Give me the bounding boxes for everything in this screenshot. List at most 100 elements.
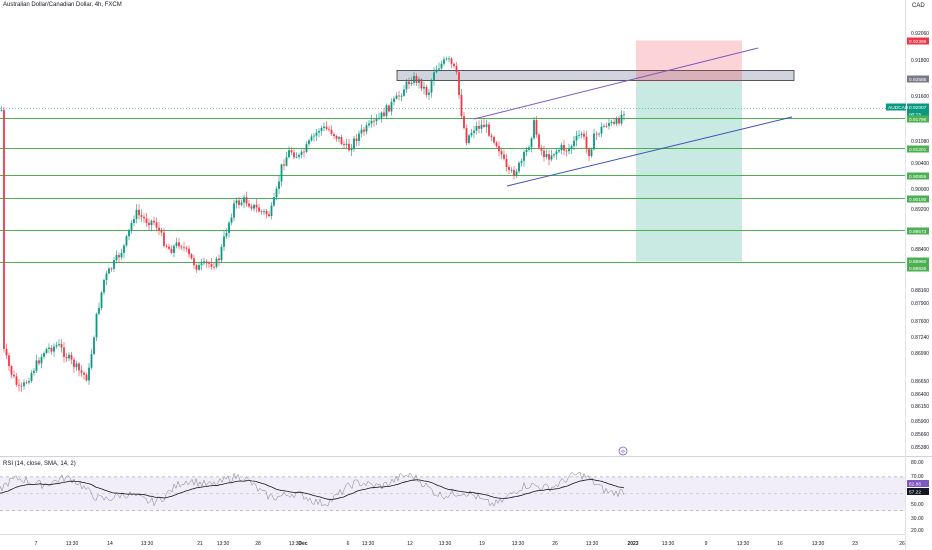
candle-down[interactable] (618, 118, 620, 124)
candle-down[interactable] (255, 204, 258, 208)
candle-down[interactable] (183, 247, 185, 249)
candle-up[interactable] (400, 95, 403, 97)
candle-up[interactable] (228, 222, 230, 233)
candle-down[interactable] (38, 360, 40, 364)
candle-up[interactable] (620, 114, 623, 124)
candle-up[interactable] (45, 348, 48, 354)
candle-down[interactable] (248, 203, 250, 207)
candle-up[interactable] (23, 382, 25, 387)
candle-up[interactable] (173, 245, 175, 253)
candle-down[interactable] (458, 72, 460, 95)
candle-up[interactable] (598, 133, 600, 135)
candle-up[interactable] (615, 118, 618, 124)
candle-up[interactable] (390, 102, 393, 112)
candle-up[interactable] (475, 125, 478, 131)
candle-down[interactable] (513, 169, 515, 176)
candle-down[interactable] (450, 58, 453, 64)
candle-down[interactable] (83, 372, 85, 375)
candle-up[interactable] (123, 245, 125, 253)
candle-up[interactable] (438, 68, 440, 70)
candle-up[interactable] (280, 164, 283, 182)
candle-up[interactable] (428, 92, 430, 95)
candle-up[interactable] (403, 89, 405, 96)
candle-down[interactable] (293, 152, 295, 158)
candle-up[interactable] (320, 127, 323, 131)
candle-down[interactable] (363, 129, 365, 132)
candle-up[interactable] (88, 367, 90, 381)
candle-down[interactable] (168, 246, 170, 249)
candle-up[interactable] (435, 69, 438, 73)
candle-down[interactable] (65, 357, 68, 359)
candle-up[interactable] (28, 381, 30, 383)
candle-up[interactable] (593, 133, 595, 150)
candle-down[interactable] (165, 245, 168, 247)
candle-up[interactable] (223, 236, 225, 247)
candle-down[interactable] (178, 242, 180, 247)
candle-down[interactable] (140, 215, 143, 217)
candle-down[interactable] (453, 63, 455, 67)
candle-up[interactable] (278, 181, 280, 189)
candle-up[interactable] (40, 356, 43, 364)
candle-up[interactable] (105, 273, 108, 280)
candle-up[interactable] (550, 155, 553, 160)
candle-up[interactable] (530, 138, 533, 148)
candle-down[interactable] (258, 207, 260, 212)
candle-up[interactable] (385, 105, 388, 117)
candle-up[interactable] (115, 255, 118, 261)
candle-up[interactable] (0, 109, 3, 111)
candle-up[interactable] (360, 129, 363, 134)
candle-down[interactable] (170, 248, 173, 253)
candle-down[interactable] (563, 145, 565, 151)
candle-down[interactable] (143, 216, 145, 219)
candle-down[interactable] (283, 164, 285, 166)
candle-up[interactable] (523, 152, 525, 161)
candle-down[interactable] (118, 255, 120, 258)
candle-down[interactable] (193, 258, 195, 266)
candle-down[interactable] (110, 268, 113, 270)
candle-up[interactable] (130, 223, 133, 231)
candle-up[interactable] (313, 135, 315, 137)
channel-upper-line[interactable] (473, 47, 759, 120)
channel-lower-line[interactable] (506, 116, 793, 187)
candle-up[interactable] (405, 81, 408, 90)
candle-down[interactable] (343, 143, 345, 145)
candle-down[interactable] (145, 218, 148, 223)
candle-up[interactable] (75, 363, 78, 368)
candle-down[interactable] (10, 366, 13, 375)
candle-up[interactable] (95, 313, 98, 338)
candle-down[interactable] (540, 147, 543, 151)
candle-up[interactable] (520, 160, 523, 163)
candle-down[interactable] (565, 150, 568, 152)
candle-up[interactable] (608, 123, 610, 126)
candle-down[interactable] (218, 258, 220, 261)
candle-up[interactable] (285, 157, 288, 166)
candle-up[interactable] (430, 80, 433, 93)
candle-up[interactable] (90, 354, 93, 368)
candle-down[interactable] (180, 246, 183, 248)
candle-down[interactable] (495, 142, 498, 147)
candle-down[interactable] (18, 384, 20, 386)
candle-down[interactable] (500, 151, 503, 155)
candle-up[interactable] (470, 132, 473, 136)
candle-down[interactable] (330, 129, 333, 135)
candle-up[interactable] (578, 135, 580, 136)
candle-up[interactable] (233, 203, 235, 218)
candle-down[interactable] (585, 136, 588, 149)
candle-up[interactable] (103, 279, 105, 293)
candle-up[interactable] (433, 72, 435, 81)
candle-up[interactable] (623, 114, 625, 116)
candle-down[interactable] (505, 158, 508, 168)
candle-up[interactable] (253, 204, 255, 209)
candle-down[interactable] (185, 247, 188, 249)
candle-up[interactable] (53, 346, 55, 352)
candle-up[interactable] (510, 169, 513, 171)
candle-up[interactable] (600, 126, 603, 134)
candle-down[interactable] (463, 116, 465, 129)
event-marker-icon[interactable] (618, 446, 628, 456)
candle-up[interactable] (560, 145, 563, 151)
candle-down[interactable] (498, 146, 500, 152)
candle-up[interactable] (100, 292, 103, 308)
candle-down[interactable] (588, 148, 590, 157)
